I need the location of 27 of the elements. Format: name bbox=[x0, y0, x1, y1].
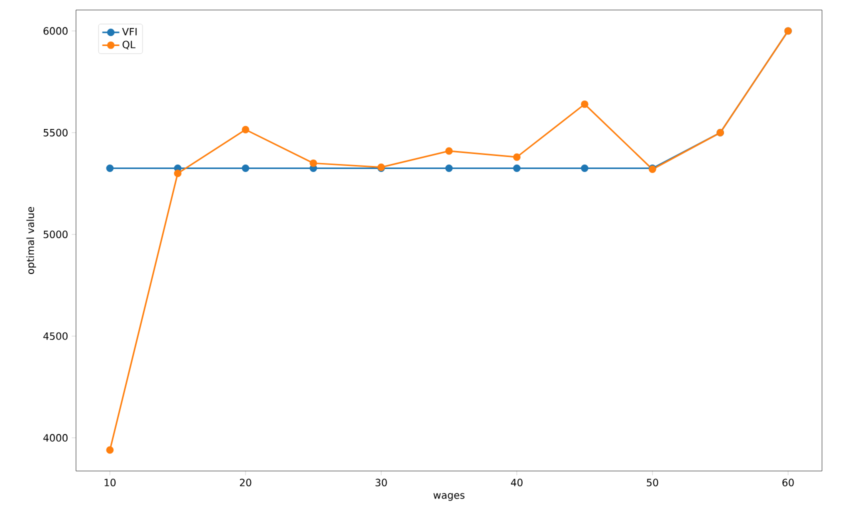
y-axis-title: optimal value bbox=[26, 206, 36, 274]
y-tick-label: 4000 bbox=[43, 434, 68, 442]
point bbox=[174, 170, 182, 178]
point bbox=[242, 164, 250, 172]
y-tick-label: 5500 bbox=[44, 128, 68, 136]
point bbox=[310, 159, 318, 167]
x-axis-title: wages bbox=[433, 493, 464, 501]
x-tick-label: 60 bbox=[782, 478, 794, 486]
x-tick-label: 30 bbox=[376, 478, 387, 486]
y-tick-label: 5000 bbox=[44, 230, 68, 238]
x-tick-label: 20 bbox=[240, 478, 252, 486]
point bbox=[106, 446, 114, 454]
point bbox=[513, 153, 521, 161]
x-tick-label: 10 bbox=[104, 478, 116, 486]
y-tick-label: 6000 bbox=[44, 27, 68, 35]
point bbox=[513, 164, 521, 172]
legend-label: VFI bbox=[122, 28, 137, 36]
point bbox=[242, 126, 250, 134]
y-tick-label: 4500 bbox=[43, 332, 68, 340]
point bbox=[445, 147, 453, 155]
x-tick-label: 40 bbox=[510, 478, 523, 486]
point bbox=[580, 100, 588, 108]
legend-label: QL bbox=[122, 40, 136, 50]
point bbox=[445, 164, 453, 172]
x-tick-label: 50 bbox=[646, 478, 658, 486]
point bbox=[106, 164, 114, 172]
point bbox=[580, 164, 588, 172]
